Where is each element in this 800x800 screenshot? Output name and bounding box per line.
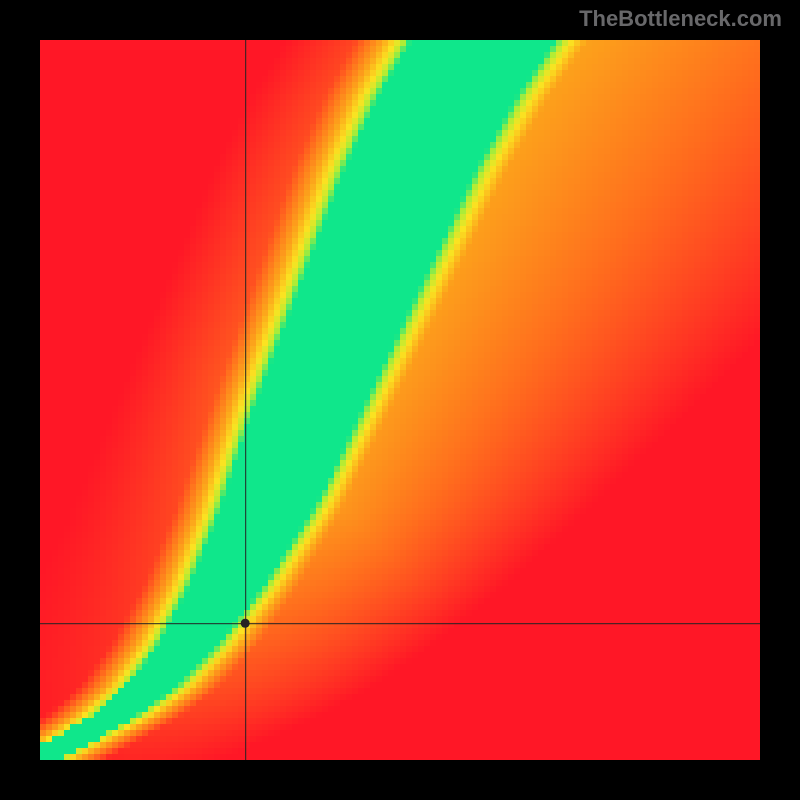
watermark-text: TheBottleneck.com (579, 6, 782, 32)
chart-container: TheBottleneck.com (0, 0, 800, 800)
bottleneck-heatmap (0, 0, 800, 800)
